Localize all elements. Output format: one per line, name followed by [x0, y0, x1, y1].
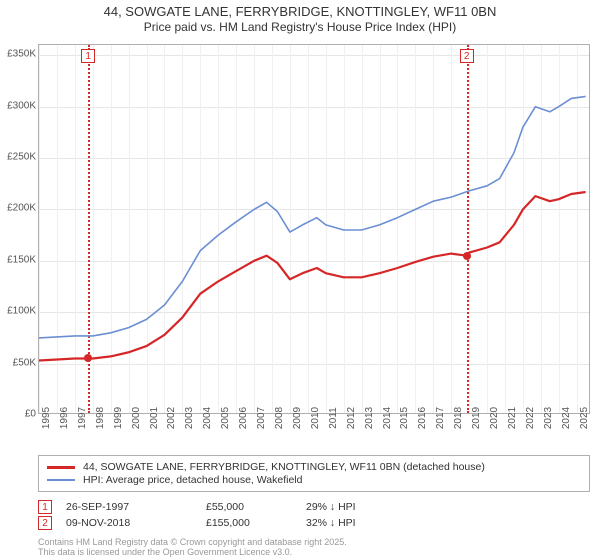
title-line1: 44, SOWGATE LANE, FERRYBRIDGE, KNOTTINGL…: [0, 4, 600, 19]
x-axis-label: 1997: [77, 407, 88, 429]
x-axis-label: 1999: [113, 407, 124, 429]
chart-container: 44, SOWGATE LANE, FERRYBRIDGE, KNOTTINGL…: [0, 0, 600, 560]
legend-swatch-red: [47, 466, 75, 469]
x-axis-label: 2024: [561, 407, 572, 429]
x-axis-label: 2021: [507, 407, 518, 429]
sale-marker-dot: [463, 252, 471, 260]
footnote-pct: 32% ↓ HPI: [306, 517, 406, 529]
series-line-hpi: [39, 96, 586, 338]
x-axis-label: 1998: [95, 407, 106, 429]
legend-label: HPI: Average price, detached house, Wake…: [83, 474, 302, 486]
credits-block: Contains HM Land Registry data © Crown c…: [38, 538, 347, 558]
legend-box: 44, SOWGATE LANE, FERRYBRIDGE, KNOTTINGL…: [38, 455, 590, 492]
footnote-price: £55,000: [206, 501, 306, 513]
y-axis-label: £350K: [7, 49, 36, 60]
series-line-price_paid: [39, 192, 586, 361]
legend-item-hpi: HPI: Average price, detached house, Wake…: [47, 474, 581, 486]
y-axis-label: £150K: [7, 254, 36, 265]
x-axis-label: 2015: [399, 407, 410, 429]
footnote-row: 1 26-SEP-1997 £55,000 29% ↓ HPI: [38, 500, 590, 514]
x-axis-label: 2011: [328, 407, 339, 429]
x-axis-label: 1996: [59, 407, 70, 429]
x-axis-label: 2025: [579, 407, 590, 429]
footnote-date: 09-NOV-2018: [66, 517, 206, 529]
x-axis-label: 2010: [310, 407, 321, 429]
x-axis-label: 2000: [131, 407, 142, 429]
x-axis-label: 2012: [346, 407, 357, 429]
footnotes-block: 1 26-SEP-1997 £55,000 29% ↓ HPI 2 09-NOV…: [38, 498, 590, 532]
credits-line2: This data is licensed under the Open Gov…: [38, 548, 347, 558]
x-axis-label: 2017: [435, 407, 446, 429]
y-axis-label: £100K: [7, 306, 36, 317]
x-axis-label: 2016: [417, 407, 428, 429]
footnote-date: 26-SEP-1997: [66, 501, 206, 513]
x-axis-label: 2013: [364, 407, 375, 429]
x-axis-label: 2018: [453, 407, 464, 429]
legend-label: 44, SOWGATE LANE, FERRYBRIDGE, KNOTTINGL…: [83, 461, 485, 473]
y-axis-label: £0: [25, 409, 36, 420]
legend-item-price-paid: 44, SOWGATE LANE, FERRYBRIDGE, KNOTTINGL…: [47, 461, 581, 473]
x-axis-label: 2023: [543, 407, 554, 429]
x-axis-label: 1995: [41, 407, 52, 429]
x-axis-label: 2006: [238, 407, 249, 429]
footnote-price: £155,000: [206, 517, 306, 529]
y-axis-label: £200K: [7, 203, 36, 214]
sale-marker-dot: [84, 354, 92, 362]
y-axis-label: £300K: [7, 100, 36, 111]
footnote-badge: 1: [38, 500, 52, 514]
x-axis-label: 2003: [184, 407, 195, 429]
x-axis-label: 2022: [525, 407, 536, 429]
x-axis-label: 2009: [292, 407, 303, 429]
footnote-badge: 2: [38, 516, 52, 530]
title-block: 44, SOWGATE LANE, FERRYBRIDGE, KNOTTINGL…: [0, 0, 600, 34]
y-axis-label: £50K: [13, 357, 36, 368]
legend-swatch-blue: [47, 479, 75, 481]
x-axis-label: 2014: [382, 407, 393, 429]
x-axis-label: 2004: [202, 407, 213, 429]
x-axis-label: 2007: [256, 407, 267, 429]
x-axis-label: 2001: [149, 407, 160, 429]
series-svg: [39, 45, 591, 415]
x-axis-label: 2019: [471, 407, 482, 429]
y-axis-label: £250K: [7, 152, 36, 163]
x-axis-label: 2005: [220, 407, 231, 429]
x-axis-label: 2002: [166, 407, 177, 429]
footnote-row: 2 09-NOV-2018 £155,000 32% ↓ HPI: [38, 516, 590, 530]
x-axis-label: 2020: [489, 407, 500, 429]
title-line2: Price paid vs. HM Land Registry's House …: [0, 20, 600, 34]
footnote-pct: 29% ↓ HPI: [306, 501, 406, 513]
chart-plot-area: 12: [38, 44, 590, 414]
x-axis-label: 2008: [274, 407, 285, 429]
